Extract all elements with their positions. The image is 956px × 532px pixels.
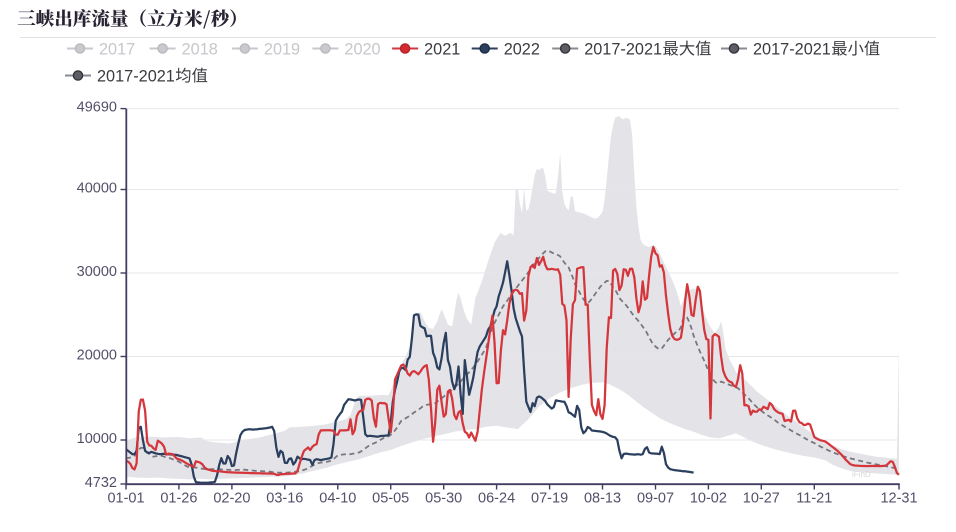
- svg-text:11-21: 11-21: [796, 491, 832, 507]
- svg-text:07-19: 07-19: [531, 491, 568, 507]
- svg-text:10000: 10000: [77, 431, 117, 447]
- svg-text:10-27: 10-27: [743, 491, 780, 507]
- svg-text:01-01: 01-01: [107, 491, 144, 507]
- svg-text:40000: 40000: [77, 180, 117, 196]
- svg-text:2017-2021: 2017-2021: [753, 40, 831, 58]
- svg-text:09-07: 09-07: [637, 491, 674, 507]
- svg-text:10-02: 10-02: [690, 491, 727, 507]
- svg-text:05-05: 05-05: [372, 491, 409, 507]
- svg-text:2020: 2020: [344, 40, 380, 58]
- svg-text:20000: 20000: [77, 347, 117, 363]
- svg-text:02-20: 02-20: [213, 491, 250, 507]
- svg-text:2017-2021: 2017-2021: [584, 40, 662, 58]
- svg-text:2017-2021: 2017-2021: [97, 67, 175, 85]
- svg-text:06-24: 06-24: [478, 491, 515, 507]
- svg-text:30000: 30000: [77, 264, 117, 280]
- svg-text:03-16: 03-16: [266, 491, 303, 507]
- svg-text:2022: 2022: [504, 40, 540, 58]
- svg-text:08-13: 08-13: [584, 491, 621, 507]
- svg-text:49690: 49690: [77, 99, 117, 115]
- svg-text:2021: 2021: [424, 40, 460, 58]
- svg-text:12-31: 12-31: [880, 491, 917, 507]
- svg-text:2019: 2019: [264, 40, 300, 58]
- svg-text:2017: 2017: [99, 40, 135, 58]
- svg-text:04-10: 04-10: [319, 491, 356, 507]
- svg-text:4732: 4732: [85, 475, 117, 491]
- svg-text:iFinD: iFinD: [852, 470, 871, 479]
- svg-text:2018: 2018: [182, 40, 218, 58]
- svg-text:05-30: 05-30: [425, 491, 462, 507]
- svg-text:01-26: 01-26: [160, 491, 197, 507]
